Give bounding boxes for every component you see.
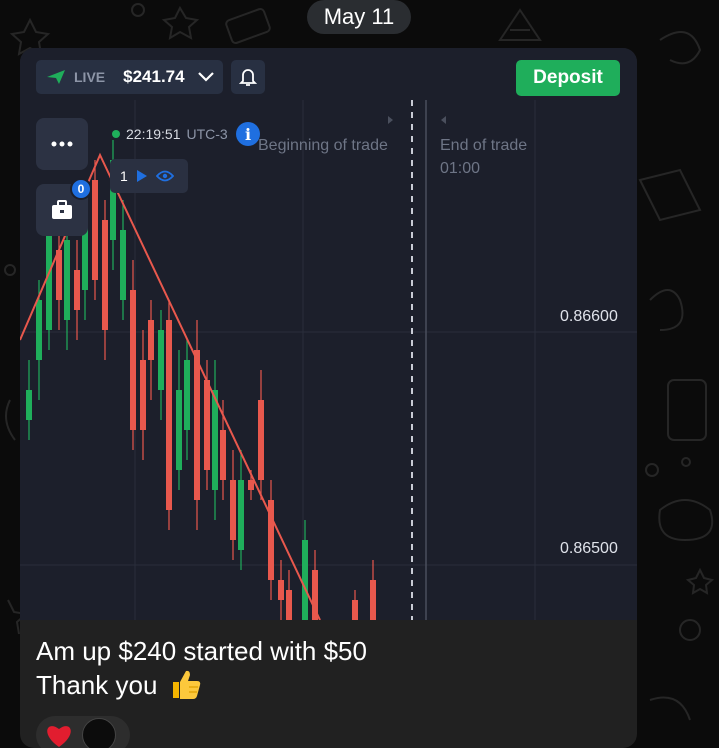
- candle-body: [74, 270, 80, 310]
- candle-body: [56, 250, 62, 300]
- account-switcher[interactable]: LIVE $241.74: [36, 60, 223, 94]
- chevron-down-icon: [197, 72, 214, 82]
- price-chart[interactable]: [20, 100, 637, 620]
- candle-body: [238, 480, 244, 550]
- balance-value: $241.74: [123, 67, 185, 86]
- bell-icon: [238, 69, 257, 86]
- trade-start-label: Beginning of trade: [258, 137, 388, 154]
- candle-body: [82, 210, 88, 290]
- deposit-button[interactable]: Deposit: [516, 60, 620, 96]
- more-menu-button[interactable]: [36, 118, 88, 170]
- candle-body: [220, 430, 226, 480]
- candle-body: [184, 360, 190, 430]
- candle-body: [166, 320, 172, 510]
- candle-body: [92, 180, 98, 280]
- candle-body: [312, 570, 318, 620]
- server-clock: 22:19:51 UTC-3: [112, 126, 228, 142]
- server-time: 22:19:51: [126, 126, 181, 142]
- candle-body: [286, 590, 292, 620]
- message-text: Am up $240 started with $50 Thank you: [36, 634, 367, 702]
- trade-end-label: End of trade: [440, 137, 528, 154]
- candle-body: [110, 160, 116, 240]
- active-trades-pill[interactable]: 1: [110, 159, 188, 193]
- message-line: Am up $240 started with $50: [36, 636, 367, 666]
- timezone-label: UTC-3: [186, 126, 228, 142]
- thumbs-up-emoji: [172, 670, 200, 699]
- candle-body: [248, 480, 254, 490]
- reactions-bar[interactable]: [36, 716, 130, 748]
- active-trades-count: 1: [120, 168, 128, 184]
- date-separator: May 11: [307, 0, 411, 34]
- price-level: 0.86600: [560, 308, 618, 325]
- candle-body: [370, 580, 376, 620]
- candle-body: [64, 240, 70, 320]
- candle-body: [140, 360, 146, 430]
- trade-end-time: 01:00: [440, 160, 481, 177]
- info-icon[interactable]: i: [236, 122, 260, 146]
- candle-body: [176, 390, 182, 470]
- candle-body: [278, 580, 284, 600]
- candle-body: [212, 390, 218, 490]
- trading-screenshot: LIVE $241.74 Deposit: [20, 48, 637, 620]
- avatar: [82, 718, 116, 748]
- candle-body: [158, 330, 164, 390]
- candle-body: [36, 300, 42, 360]
- portfolio-badge: 0: [70, 178, 92, 200]
- candle-body: [130, 290, 136, 430]
- price-level: 0.86500: [560, 540, 618, 557]
- candle-body: [120, 230, 126, 300]
- candle-body: [302, 540, 308, 620]
- ellipsis-icon: [51, 141, 73, 147]
- candle-body: [148, 320, 154, 360]
- eye-icon: [155, 170, 174, 182]
- play-icon: [136, 170, 147, 182]
- account-mode-label: LIVE: [74, 69, 106, 85]
- candle-body: [352, 600, 358, 620]
- candle-body: [26, 390, 32, 420]
- notifications-button[interactable]: [230, 60, 265, 94]
- candle-body: [204, 380, 210, 470]
- candle-body: [102, 220, 108, 330]
- candle-body: [258, 400, 264, 480]
- status-dot: [112, 130, 120, 138]
- candle-body: [268, 500, 274, 580]
- candle-body: [230, 480, 236, 540]
- account-bar: LIVE $241.74: [36, 60, 265, 94]
- red-heart-icon: [47, 726, 71, 747]
- message-bubble: LIVE $241.74 Deposit: [20, 48, 637, 748]
- candle-body: [194, 350, 200, 500]
- message-line: Thank you: [36, 668, 367, 702]
- paper-plane-icon: [47, 70, 65, 84]
- briefcase-icon: [52, 200, 72, 219]
